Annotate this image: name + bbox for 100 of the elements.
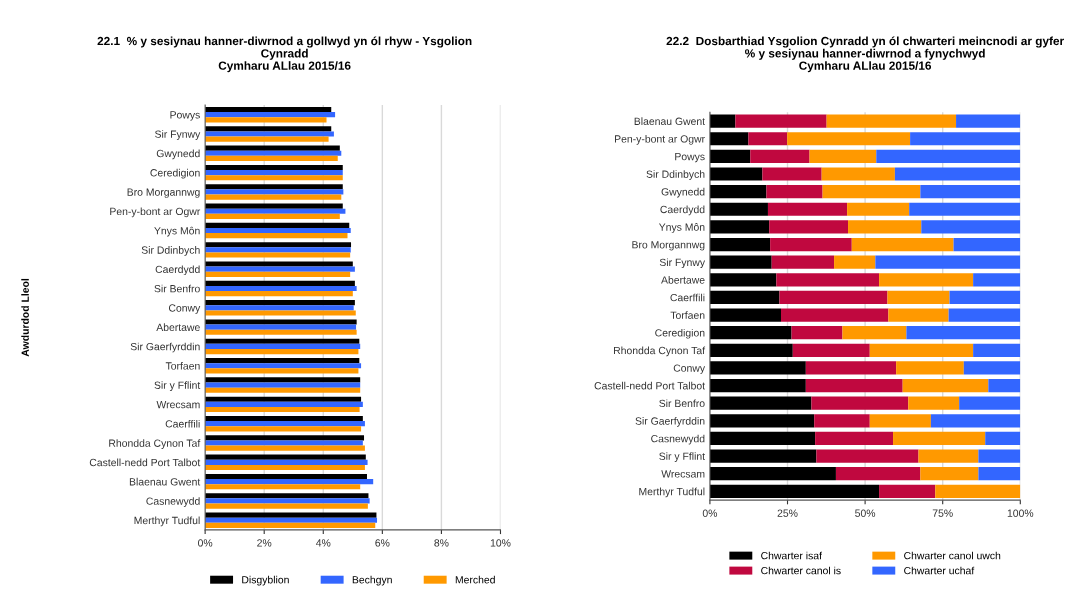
bar [815, 431, 894, 446]
bar [205, 300, 355, 306]
bar [787, 132, 911, 146]
y-tick-label: Caerffili [165, 419, 200, 428]
bar [959, 396, 1021, 410]
bar [205, 145, 340, 151]
bar [205, 363, 362, 369]
bar [205, 150, 342, 156]
x-tick-label: 0% [198, 539, 213, 547]
bar [205, 401, 363, 407]
bar [834, 255, 876, 269]
bar [205, 227, 351, 234]
bar [205, 329, 357, 335]
bar [205, 493, 369, 499]
bar [709, 449, 817, 463]
bar [205, 377, 361, 383]
bar [205, 117, 327, 123]
bar [876, 149, 1021, 163]
y-tick-label: Powys [170, 111, 200, 121]
chart-title: 22.1 % y sesiynau hanner-diwrnod a gollwyd yn ól rhyw - Ysgolion Cynradd Cymharu ALlau 2015/16 [97, 36, 472, 73]
bar [851, 237, 954, 252]
y-tick-label: Blaenau Gwent [129, 477, 201, 486]
legend-label: Bechgyn [352, 575, 392, 586]
legend-label: Disgyblion [242, 575, 289, 586]
bar [709, 414, 815, 428]
bar [205, 164, 343, 171]
y-tick-label: Casnewydd [146, 497, 200, 507]
bar [953, 237, 1021, 252]
bar [205, 170, 343, 176]
bar [205, 440, 363, 446]
y-tick-label: Conwy [168, 304, 201, 314]
y-tick-label: Powys [675, 152, 705, 163]
legend-label: Chwarter canol uwch [904, 551, 1001, 560]
legend-label: Merched [455, 575, 495, 584]
bar [809, 149, 877, 163]
bar [770, 237, 852, 252]
y-tick-label: Sir y Fflint [154, 381, 201, 391]
bar [205, 242, 352, 248]
bar [888, 308, 949, 322]
bar [879, 273, 974, 287]
bar [769, 220, 849, 234]
bar [816, 449, 919, 463]
bar [814, 414, 870, 428]
y-tick-label: Castell-nedd Port Talbot [89, 458, 201, 467]
bar [205, 126, 332, 132]
y-axis-title: Awdurdod Lleol [21, 278, 29, 357]
bar [709, 396, 812, 410]
bar [205, 131, 334, 137]
y-tick-label: Blaenau Gwent [634, 117, 705, 125]
bar [205, 266, 355, 272]
y-tick-label: Bro Morgannwg [127, 188, 200, 198]
bar [205, 247, 351, 253]
bar [709, 378, 806, 393]
bar [709, 237, 771, 252]
bar [205, 271, 351, 277]
y-tick-label: Sir Gaerfyrddin [130, 342, 200, 353]
x-tick-label: 0% [702, 509, 718, 517]
bar [205, 222, 350, 228]
y-tick-label: Sir Fynwy [659, 258, 706, 269]
bar [709, 308, 781, 322]
bar [709, 132, 749, 146]
y-tick-label: Abertawe [156, 323, 200, 331]
bar [205, 479, 374, 485]
bar [205, 319, 357, 325]
y-tick-label: Gwynedd [661, 187, 705, 198]
bar [811, 396, 909, 410]
bar [779, 290, 888, 305]
bar [709, 290, 780, 305]
y-tick-label: Rhondda Cynon Taf [109, 439, 201, 449]
bar [205, 464, 365, 471]
bar [205, 368, 359, 374]
x-tick-label: 50% [855, 509, 876, 517]
bar [973, 273, 1021, 287]
bar [842, 326, 907, 340]
y-tick-label: Ceredigion [655, 328, 705, 339]
x-tick-label: 25% [777, 509, 798, 517]
bar [709, 431, 816, 446]
y-tick-label: Ceredigion [150, 168, 200, 179]
bar [887, 290, 950, 305]
bar [205, 305, 354, 311]
bar [835, 467, 921, 481]
bar [949, 290, 1021, 305]
bar [205, 473, 367, 480]
bar [205, 343, 361, 350]
bar [709, 467, 836, 481]
bar [205, 512, 377, 518]
bar [205, 310, 356, 316]
bar [205, 324, 357, 330]
bar [205, 189, 344, 195]
y-tick-label: Caerffili [670, 293, 705, 302]
bar [956, 114, 1021, 128]
bar [205, 517, 378, 523]
bar [776, 273, 880, 287]
bar [709, 202, 768, 216]
bar [805, 361, 897, 375]
bar [205, 338, 360, 344]
bar [896, 361, 964, 375]
bar [205, 503, 368, 509]
y-tick-label: Merthyr Tudful [134, 516, 200, 527]
bar [869, 343, 974, 357]
